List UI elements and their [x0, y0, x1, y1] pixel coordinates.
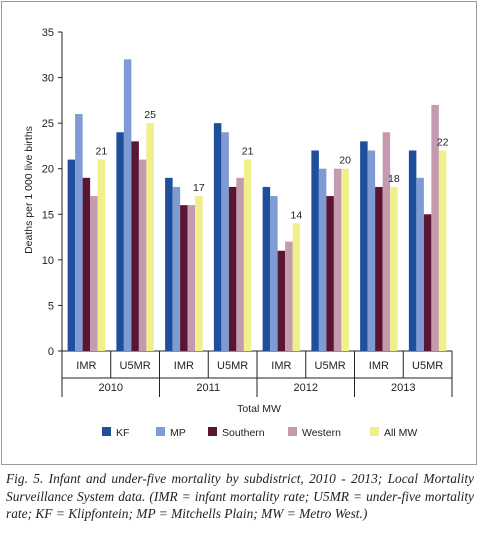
- bar: [438, 150, 447, 351]
- bar: [172, 186, 181, 351]
- bar: [243, 159, 252, 351]
- bar: [165, 177, 173, 351]
- bar: [333, 168, 342, 351]
- x-subcategory-label: U5MR: [120, 360, 151, 372]
- bar: [75, 114, 83, 352]
- figure-caption: Fig. 5. Infant and under-five mortality …: [6, 471, 474, 522]
- bar: [326, 196, 334, 351]
- bar: [285, 241, 293, 351]
- y-axis: 0 5 10 15 20 25 30 35: [42, 27, 63, 358]
- x-axis: IMR U5MR IMR U5MR IMR U5MR IMR U5MR 2010 2011 2012…: [61, 350, 453, 397]
- bar: [187, 205, 196, 351]
- chart: 0 5 10 15 20 25 30 35 IMR U5MR IMR U5MR IMR U5MR IMR U…: [23, 27, 453, 439]
- legend-swatch: [208, 427, 217, 436]
- x-group-label: 2010: [99, 382, 123, 394]
- legend-label: KF: [116, 427, 129, 439]
- data-labels: 21 25 17 21 14 20 18 22: [96, 109, 449, 221]
- bar: [423, 214, 432, 351]
- bars: [67, 59, 447, 352]
- y-tick-label: 30: [42, 73, 54, 85]
- y-tick-label: 5: [48, 300, 54, 312]
- legend-swatch: [288, 427, 297, 436]
- x-subcategory-label: IMR: [271, 360, 291, 372]
- bar: [90, 196, 98, 351]
- data-label: 14: [291, 209, 303, 221]
- legend-label: Western: [302, 427, 341, 439]
- y-tick-label: 25: [42, 118, 54, 130]
- bar: [97, 159, 106, 351]
- x-subcategory-label: U5MR: [412, 360, 443, 372]
- bar: [318, 168, 327, 351]
- bar: [382, 132, 391, 351]
- bar: [180, 205, 188, 351]
- x-subcategory-label: U5MR: [217, 360, 248, 372]
- data-label: 22: [437, 136, 449, 148]
- x-subcategory-label: IMR: [174, 360, 194, 372]
- data-label: 20: [339, 155, 351, 167]
- data-label: 25: [144, 109, 156, 121]
- bar: [360, 141, 368, 351]
- bar: [277, 250, 286, 351]
- legend-label: Southern: [222, 427, 265, 439]
- data-label: 21: [242, 146, 254, 158]
- bar: [408, 150, 417, 351]
- x-subcategory-label: U5MR: [315, 360, 346, 372]
- bar: [341, 168, 349, 351]
- bar: [228, 186, 237, 351]
- x-subcategory-label: IMR: [76, 360, 96, 372]
- bar: [236, 177, 244, 351]
- legend: KF MP Southern Western All MW: [102, 427, 417, 439]
- data-label: 21: [96, 146, 108, 158]
- y-tick-label: 35: [42, 27, 54, 39]
- bar: [390, 186, 398, 351]
- bar: [131, 141, 139, 351]
- bar: [367, 150, 376, 351]
- bar: [292, 223, 301, 351]
- data-label: 18: [388, 173, 400, 185]
- figure-frame: [1, 1, 477, 465]
- bar: [270, 196, 278, 351]
- bar: [375, 186, 383, 351]
- bar: [416, 177, 424, 351]
- bar: [311, 150, 319, 351]
- bar: [431, 104, 439, 352]
- x-group-label: 2011: [196, 382, 220, 394]
- bar: [82, 177, 91, 351]
- bar: [138, 159, 147, 351]
- y-axis-label: Deaths per 1 000 live births: [23, 126, 35, 254]
- bar: [67, 159, 76, 351]
- bar: [262, 186, 271, 351]
- legend-label: MP: [170, 427, 186, 439]
- y-tick-label: 15: [42, 209, 54, 221]
- legend-swatch: [156, 427, 165, 436]
- bar: [146, 123, 154, 352]
- bar: [221, 132, 229, 351]
- x-group-label: 2012: [294, 382, 318, 394]
- y-tick-label: 20: [42, 164, 54, 176]
- bar: [123, 59, 132, 351]
- bar: [116, 132, 124, 351]
- x-group-label: 2013: [391, 382, 415, 394]
- x-subcategory-label: IMR: [369, 360, 389, 372]
- legend-swatch: [370, 427, 379, 436]
- data-label: 17: [193, 182, 205, 194]
- legend-swatch: [102, 427, 111, 436]
- bar: [213, 123, 222, 352]
- y-tick-label: 10: [42, 255, 54, 267]
- legend-label: All MW: [384, 427, 417, 439]
- bar: [195, 196, 203, 351]
- x-axis-label: Total MW: [237, 403, 281, 415]
- y-tick-label: 0: [48, 346, 54, 358]
